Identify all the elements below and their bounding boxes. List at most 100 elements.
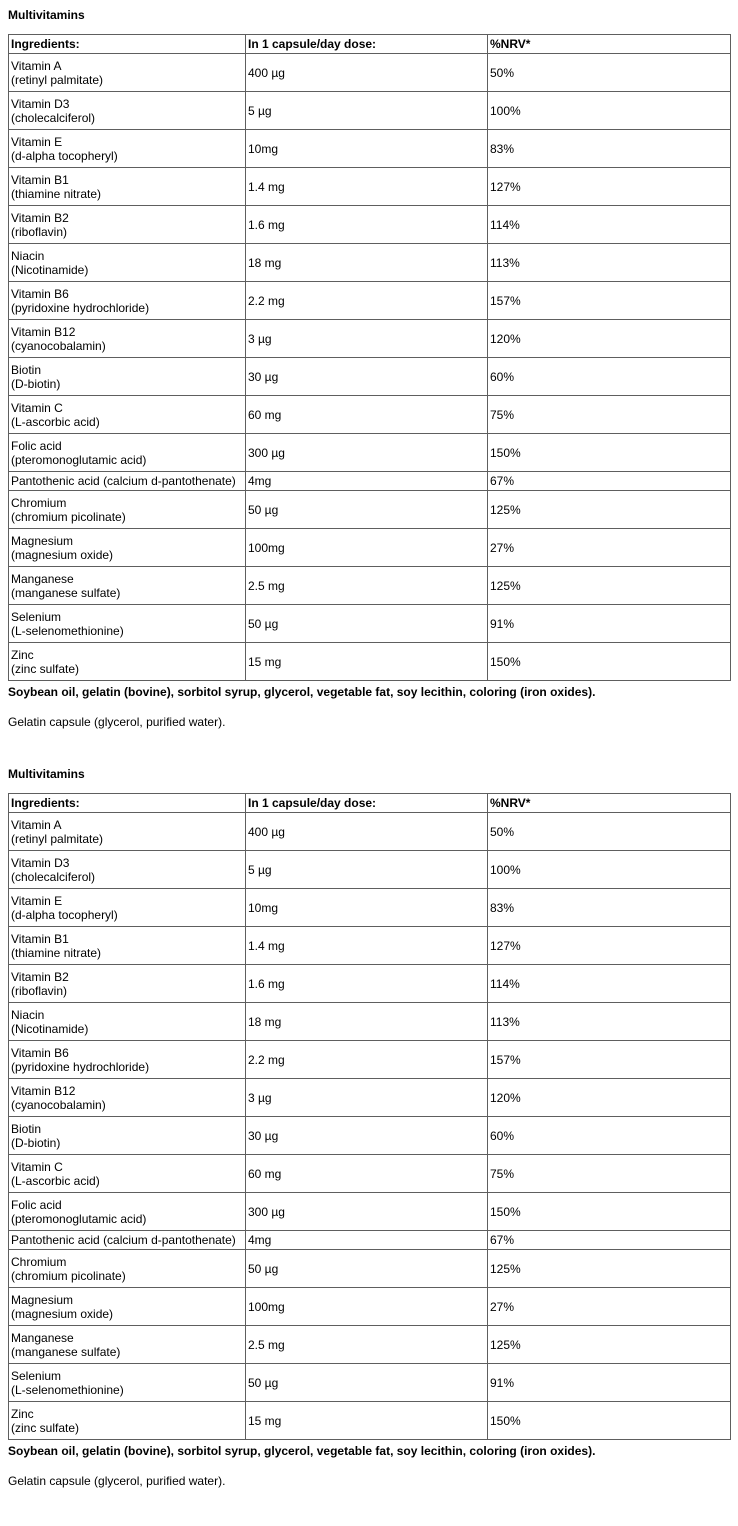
nrv-cell: 100%	[487, 850, 731, 889]
ingredient-form: (D-biotin)	[11, 1135, 61, 1150]
ingredient-cell: Vitamin B12 (cyanocobalamin)	[8, 1078, 246, 1117]
ingredients-table: Ingredients: In 1 capsule/day dose: %NRV…	[8, 793, 731, 1440]
table-row: Vitamin B6 (pyridoxine hydrochloride) 2.…	[8, 281, 731, 320]
nrv-cell: 120%	[487, 1078, 731, 1117]
ingredient-form: (retinyl palmitate)	[11, 831, 104, 846]
ingredient-name: Vitamin C	[11, 1159, 63, 1174]
table-row: Vitamin B1 (thiamine nitrate) 1.4 mg 127…	[8, 167, 731, 206]
ingredient-form: (cyanocobalamin)	[11, 338, 106, 353]
dose-cell: 1.4 mg	[245, 926, 488, 965]
ingredient-cell: Niacin (Nicotinamide)	[8, 1002, 246, 1041]
dose-cell: 300 µg	[245, 1192, 488, 1231]
table-row: Chromium (chromium picolinate) 50 µg 125…	[8, 490, 731, 529]
nrv-cell: 114%	[487, 205, 731, 244]
dose-cell: 10mg	[245, 888, 488, 927]
ingredient-name: Niacin	[11, 1007, 45, 1022]
column-header-dose: In 1 capsule/day dose:	[245, 34, 488, 54]
ingredient-cell: Vitamin C (L-ascorbic acid)	[8, 395, 246, 434]
nrv-cell: 83%	[487, 129, 731, 168]
nrv-cell: 150%	[487, 433, 731, 472]
ingredient-name: Vitamin B2	[11, 969, 69, 984]
ingredient-form: (L-selenomethionine)	[11, 1382, 124, 1397]
nrv-cell: 83%	[487, 888, 731, 927]
ingredient-name: Vitamin B1	[11, 931, 69, 946]
ingredient-name: Chromium	[11, 495, 67, 510]
ingredient-form: (cyanocobalamin)	[11, 1097, 106, 1112]
table-body: Vitamin A (retinyl palmitate) 400 µg 50%…	[8, 53, 731, 681]
ingredient-name: Vitamin C	[11, 400, 63, 415]
dose-cell: 3 µg	[245, 319, 488, 358]
ingredient-name: Folic acid	[11, 438, 62, 453]
table-row: Pantothenic acid (calcium d-pantothenate…	[8, 1230, 731, 1250]
ingredient-name: Pantothenic acid (calcium d-pantothenate…	[11, 474, 236, 488]
ingredient-name: Pantothenic acid (calcium d-pantothenate…	[11, 1233, 236, 1247]
ingredient-cell: Selenium (L-selenomethionine)	[8, 604, 246, 643]
ingredient-name: Vitamin B6	[11, 1045, 69, 1060]
nrv-cell: 67%	[487, 471, 731, 491]
ingredient-name: Vitamin D3	[11, 96, 70, 111]
dose-cell: 60 mg	[245, 1154, 488, 1193]
dose-cell: 2.2 mg	[245, 1040, 488, 1079]
nrv-cell: 60%	[487, 1116, 731, 1155]
capsule-note: Gelatin capsule (glycerol, purified wate…	[8, 1474, 226, 1488]
ingredient-form: (retinyl palmitate)	[11, 72, 104, 87]
ingredient-form: (cholecalciferol)	[11, 110, 96, 125]
ingredient-cell: Vitamin B2 (riboflavin)	[8, 964, 246, 1003]
dose-cell: 15 mg	[245, 642, 488, 681]
dose-cell: 50 µg	[245, 1363, 488, 1402]
dose-cell: 50 µg	[245, 604, 488, 643]
table-row: Magnesium (magnesium oxide) 100mg 27%	[8, 528, 731, 567]
nrv-cell: 127%	[487, 167, 731, 206]
ingredient-form: (riboflavin)	[11, 983, 68, 998]
ingredient-name: Vitamin B12	[11, 324, 76, 339]
nrv-cell: 125%	[487, 1325, 731, 1364]
nrv-cell: 91%	[487, 604, 731, 643]
ingredient-name: Vitamin B12	[11, 1083, 76, 1098]
nrv-cell: 120%	[487, 319, 731, 358]
table-row: Manganese (manganese sulfate) 2.5 mg 125…	[8, 566, 731, 605]
ingredient-name: Manganese	[11, 571, 74, 586]
dose-cell: 2.2 mg	[245, 281, 488, 320]
ingredient-name: Folic acid	[11, 1197, 62, 1212]
ingredients-table: Ingredients: In 1 capsule/day dose: %NRV…	[8, 34, 731, 681]
dose-cell: 100mg	[245, 528, 488, 567]
ingredient-cell: Manganese (manganese sulfate)	[8, 1325, 246, 1364]
nrv-cell: 113%	[487, 243, 731, 282]
ingredient-name: Chromium	[11, 1254, 67, 1269]
table-row: Folic acid (pteromonoglutamic acid) 300 …	[8, 433, 731, 472]
ingredient-form: (D-biotin)	[11, 376, 61, 391]
nrv-cell: 113%	[487, 1002, 731, 1041]
ingredient-cell: Manganese (manganese sulfate)	[8, 566, 246, 605]
ingredient-form: (d-alpha tocopheryl)	[11, 148, 118, 163]
nrv-cell: 27%	[487, 528, 731, 567]
ingredient-cell: Vitamin E (d-alpha tocopheryl)	[8, 129, 246, 168]
ingredient-cell: Vitamin D3 (cholecalciferol)	[8, 850, 246, 889]
nrv-cell: 157%	[487, 1040, 731, 1079]
nrv-cell: 125%	[487, 566, 731, 605]
ingredient-form: (Nicotinamide)	[11, 1021, 89, 1036]
ingredient-cell: Magnesium (magnesium oxide)	[8, 1287, 246, 1326]
ingredient-form: (Nicotinamide)	[11, 262, 89, 277]
nrv-cell: 114%	[487, 964, 731, 1003]
ingredient-name: Manganese	[11, 1330, 74, 1345]
ingredient-form: (L-selenomethionine)	[11, 623, 124, 638]
dose-cell: 60 mg	[245, 395, 488, 434]
dose-cell: 4mg	[245, 471, 488, 491]
ingredient-cell: Vitamin E (d-alpha tocopheryl)	[8, 888, 246, 927]
column-header-dose: In 1 capsule/day dose:	[245, 793, 488, 813]
ingredient-form: (zinc sulfate)	[11, 1420, 80, 1435]
ingredient-name: Vitamin B1	[11, 172, 69, 187]
table-row: Biotin (D-biotin) 30 µg 60%	[8, 357, 731, 396]
section-heading: Multivitamins	[8, 767, 85, 781]
table-row: Pantothenic acid (calcium d-pantothenate…	[8, 471, 731, 491]
ingredient-name: Vitamin D3	[11, 855, 70, 870]
table-header-row: Ingredients: In 1 capsule/day dose: %NRV…	[8, 793, 731, 813]
ingredient-form: (cholecalciferol)	[11, 869, 96, 884]
ingredient-name: Vitamin B6	[11, 286, 69, 301]
dose-cell: 50 µg	[245, 1249, 488, 1288]
ingredient-cell: Magnesium (magnesium oxide)	[8, 528, 246, 567]
table-row: Vitamin B1 (thiamine nitrate) 1.4 mg 127…	[8, 926, 731, 965]
ingredient-cell: Pantothenic acid (calcium d-pantothenate…	[8, 471, 246, 491]
ingredient-form: (thiamine nitrate)	[11, 945, 102, 960]
column-header-ingredients: Ingredients:	[8, 34, 246, 54]
